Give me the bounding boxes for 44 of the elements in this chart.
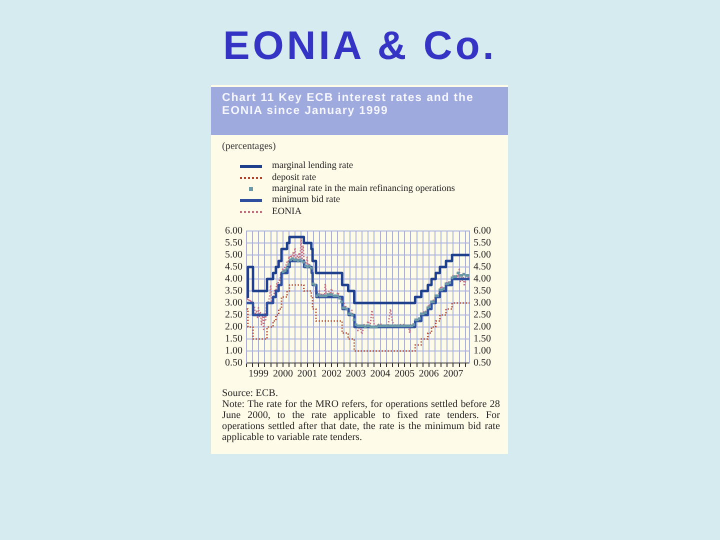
y2-tick-label: 5.50 (474, 238, 491, 249)
x-tick-label: 2002 (322, 368, 342, 380)
x-tick-label: 2001 (297, 368, 318, 380)
y2-tick-label: 2.50 (474, 310, 491, 321)
y-tick-label: 3.50 (225, 286, 242, 297)
legend-label: EONIA (272, 206, 302, 218)
y-tick-label: 4.50 (225, 262, 242, 273)
chart-title: EONIA & Co. (222, 24, 498, 68)
x-tick-label: 1999 (248, 368, 269, 380)
x-tick-label: 2004 (370, 368, 390, 380)
y2-tick-label: 6.00 (474, 226, 491, 237)
y2-tick-label: 4.00 (474, 274, 491, 285)
x-tick-label: 2003 (346, 368, 366, 380)
legend-label: deposit rate (272, 172, 316, 184)
y-tick-label: 3.00 (225, 298, 242, 309)
text: Note: The rate for the MRO refers, for operations settled before 28 June 2000, to the rate applicable to fixed rate tenders. For operations settled after that date, the rate is the minimum bid rate applicable to variable rate tenders. (222, 398, 500, 443)
x-tick-label: 2000 (272, 368, 293, 380)
x-tick-label: 2006 (418, 368, 439, 380)
y-tick-label: 5.50 (225, 238, 242, 249)
y2-tick-label: 4.50 (474, 262, 491, 273)
y2-tick-label: 3.50 (474, 286, 491, 297)
y-tick-label: 1.00 (225, 346, 242, 357)
y2-tick-label: 2.00 (474, 322, 491, 333)
source-note: Source: ECB. (222, 388, 280, 399)
y2-tick-label: 1.00 (474, 346, 491, 357)
y-tick-label: 2.50 (225, 310, 242, 321)
y2-tick-label: 1.50 (474, 334, 491, 345)
x-tick-label: 2007 (443, 368, 464, 380)
chart-subtitle: Chart 11 Key ECB interest rates and the EONIA since January 1999 (222, 92, 475, 118)
text: (percentages) (222, 141, 277, 153)
y-tick-label: 4.00 (225, 274, 242, 285)
y2-tick-label: 0.50 (474, 358, 491, 369)
line-series (246, 237, 470, 335)
y-tick-label: 2.00 (225, 322, 242, 333)
y-tick-label: 1.50 (225, 334, 242, 345)
x-tick-label: 2005 (394, 368, 415, 380)
legend-label: minimum bid rate (272, 195, 340, 206)
y2-tick-label: 5.00 (474, 250, 491, 261)
legend-label: marginal lending rate (272, 161, 354, 172)
y-tick-label: 6.00 (225, 226, 242, 237)
y-tick-label: 0.50 (225, 358, 242, 369)
y-tick-label: 5.00 (225, 250, 242, 261)
y2-tick-label: 3.00 (474, 298, 491, 309)
legend-label: marginal rate in the main refinancing operations (272, 184, 455, 195)
